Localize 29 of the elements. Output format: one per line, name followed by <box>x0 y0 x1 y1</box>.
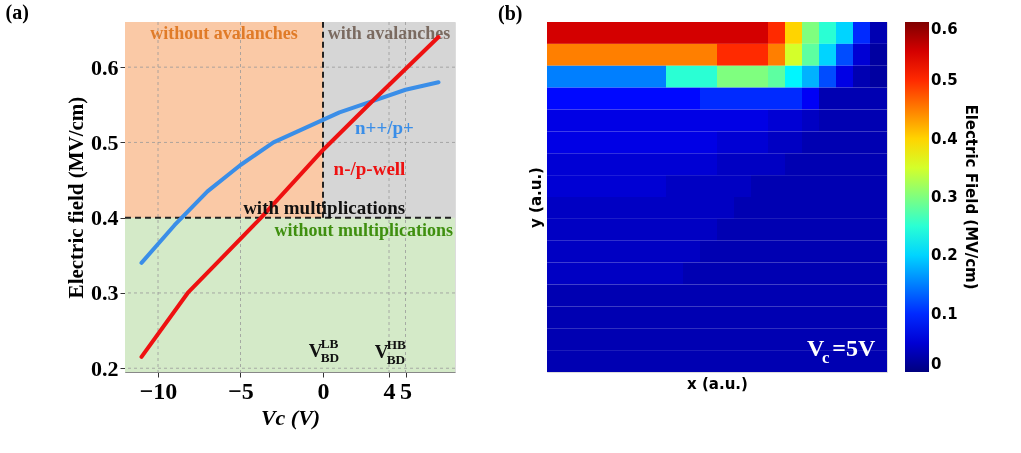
series-label: n-/p-well <box>333 158 406 180</box>
color-bar-title: Electric Field (MV/cm) <box>962 104 980 290</box>
color-bar-label: 0.3 <box>931 188 958 206</box>
x-axis-title: x (a.u.) <box>687 374 748 393</box>
x-axis-title: Vc (V) <box>260 404 321 430</box>
y-axis-title: y (a.u.) <box>526 167 545 228</box>
color-bar-label: 0 <box>931 355 942 373</box>
color-bar-label: 0.1 <box>931 304 958 323</box>
band-label: with avalanches <box>327 23 451 43</box>
y-tick-label: 0.5 <box>91 129 119 155</box>
x-tick-label: −5 <box>228 377 254 404</box>
y-tick-label: 0.2 <box>91 355 119 381</box>
color-bar-label: 0.6 <box>931 20 958 38</box>
x-tick-label: 5 <box>400 377 412 404</box>
color-bar-label: 0.5 <box>931 71 958 90</box>
y-tick-label: 0.3 <box>91 280 119 306</box>
series-label: n++/p+ <box>355 117 414 139</box>
x-tick-label: 0 <box>317 377 330 404</box>
color-bar-label: 0.4 <box>931 129 958 148</box>
y-tick-label: 0.6 <box>91 54 119 80</box>
chart-title: (b) <box>498 2 523 25</box>
color-bar-label: 0.2 <box>931 246 958 265</box>
band-label: without avalanches <box>150 23 298 43</box>
x-tick-label: −10 <box>139 377 178 404</box>
y-tick-label: 0.4 <box>91 205 119 231</box>
y-axis-title: Electric field (MV/cm) <box>64 96 88 299</box>
chart-title: (a) <box>5 1 29 24</box>
x-tick-label: 4 <box>383 377 396 404</box>
band-label: without multiplications <box>274 219 453 240</box>
